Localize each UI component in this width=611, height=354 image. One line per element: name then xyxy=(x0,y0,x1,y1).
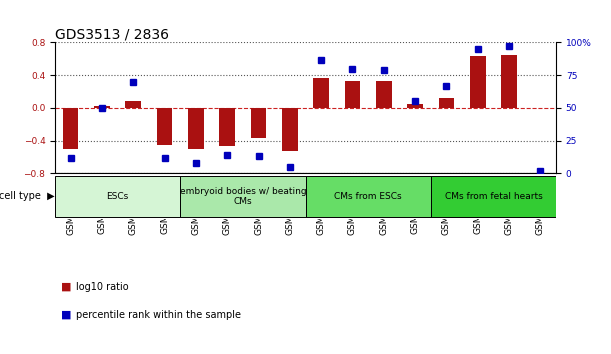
Bar xyxy=(439,98,454,108)
Bar xyxy=(501,55,517,108)
Text: embryoid bodies w/ beating
CMs: embryoid bodies w/ beating CMs xyxy=(180,187,306,206)
Bar xyxy=(470,56,486,108)
Text: ESCs: ESCs xyxy=(106,192,129,201)
Bar xyxy=(376,81,392,108)
Bar xyxy=(188,108,203,149)
Text: CMs from fetal hearts: CMs from fetal hearts xyxy=(445,192,542,201)
Bar xyxy=(157,108,172,145)
Text: ■: ■ xyxy=(61,282,71,292)
Bar xyxy=(282,108,298,150)
Bar xyxy=(180,176,306,217)
Text: ■: ■ xyxy=(61,310,71,320)
Bar xyxy=(63,108,78,149)
Text: percentile rank within the sample: percentile rank within the sample xyxy=(76,310,241,320)
Bar xyxy=(408,104,423,108)
Bar xyxy=(94,106,110,108)
Bar xyxy=(306,176,431,217)
Text: log10 ratio: log10 ratio xyxy=(76,282,129,292)
Bar xyxy=(251,108,266,138)
Bar xyxy=(55,176,180,217)
Bar xyxy=(345,81,360,108)
Text: GDS3513 / 2836: GDS3513 / 2836 xyxy=(55,27,169,41)
Bar xyxy=(125,101,141,108)
Bar xyxy=(219,108,235,147)
Text: cell type  ▶: cell type ▶ xyxy=(0,192,55,201)
Text: CMs from ESCs: CMs from ESCs xyxy=(334,192,402,201)
Bar xyxy=(313,78,329,108)
Bar xyxy=(431,176,556,217)
